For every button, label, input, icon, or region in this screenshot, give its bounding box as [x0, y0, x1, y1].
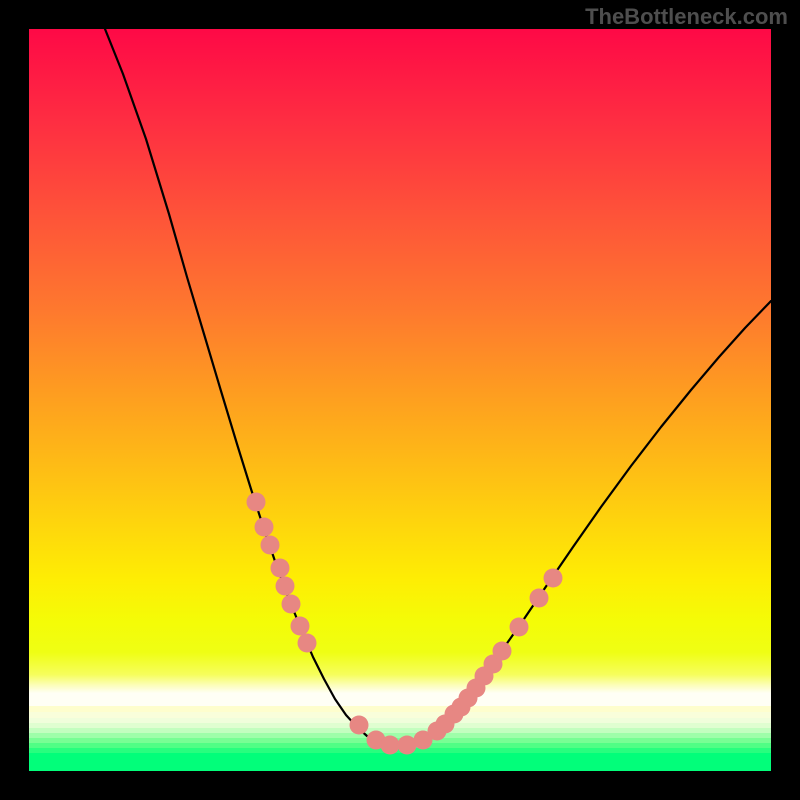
marker-dot	[282, 595, 301, 614]
marker-dot	[381, 736, 400, 755]
marker-dot	[544, 569, 563, 588]
marker-dot	[247, 493, 266, 512]
watermark-text: TheBottleneck.com	[585, 4, 788, 30]
marker-dot	[255, 518, 274, 537]
marker-dot	[261, 536, 280, 555]
marker-dot	[493, 642, 512, 661]
marker-dot	[530, 589, 549, 608]
marker-dot	[291, 617, 310, 636]
marker-dot	[276, 577, 295, 596]
curve-markers	[29, 29, 771, 771]
marker-dot	[350, 716, 369, 735]
marker-dot	[510, 618, 529, 637]
marker-dot	[298, 634, 317, 653]
plot-area	[29, 29, 771, 771]
marker-dot	[271, 559, 290, 578]
